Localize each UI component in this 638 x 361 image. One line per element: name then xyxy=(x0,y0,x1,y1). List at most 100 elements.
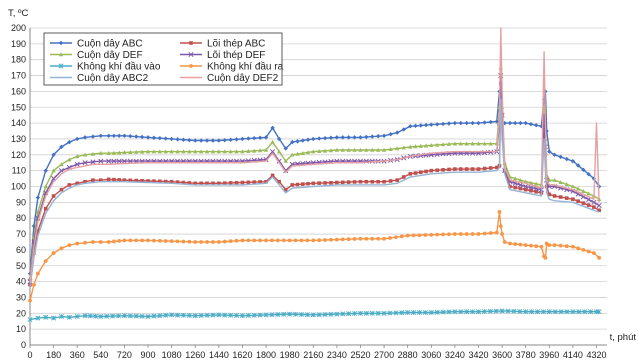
data-point xyxy=(187,239,192,244)
data-point xyxy=(399,234,404,239)
data-point xyxy=(447,232,451,237)
data-point xyxy=(181,149,186,154)
data-point xyxy=(157,149,163,154)
data-point xyxy=(591,199,597,205)
data-point xyxy=(252,180,257,184)
data-point xyxy=(507,120,513,126)
y-tick-label: 80 xyxy=(16,213,26,223)
data-point xyxy=(228,137,233,142)
data-point xyxy=(240,180,245,185)
x-tick-label: 0 xyxy=(27,350,32,360)
data-point xyxy=(495,165,499,170)
x-tick-label: 4140 xyxy=(563,350,583,360)
x-tick-label: 180 xyxy=(46,350,61,360)
data-point xyxy=(275,238,280,243)
data-point xyxy=(152,179,156,183)
data-point xyxy=(210,149,216,154)
data-point xyxy=(329,237,333,242)
data-point xyxy=(204,138,210,143)
data-point xyxy=(340,311,346,317)
data-point xyxy=(111,158,117,164)
data-point xyxy=(122,178,127,182)
data-point xyxy=(493,308,499,314)
data-point xyxy=(277,179,281,184)
y-tick-label: 10 xyxy=(16,324,26,334)
data-point xyxy=(388,179,393,183)
data-point xyxy=(198,149,204,154)
data-point xyxy=(340,180,345,185)
data-point xyxy=(423,143,429,148)
data-point xyxy=(429,168,434,173)
data-point xyxy=(513,185,518,190)
data-point xyxy=(257,135,263,140)
data-point xyxy=(32,251,36,255)
data-point xyxy=(500,232,504,236)
data-point xyxy=(576,246,581,251)
data-point xyxy=(513,176,518,181)
data-point xyxy=(87,313,93,319)
data-point xyxy=(139,149,145,154)
data-point xyxy=(104,313,110,319)
data-point xyxy=(411,309,417,316)
data-point xyxy=(529,243,533,248)
y-tick-label: 70 xyxy=(16,229,26,239)
data-point xyxy=(128,150,133,154)
y-tick-label: 160 xyxy=(11,86,26,96)
series-line xyxy=(29,27,600,284)
data-point xyxy=(90,159,96,165)
data-point xyxy=(163,136,168,141)
x-axis-label: t, phút xyxy=(610,332,637,343)
data-point xyxy=(408,172,413,176)
data-point xyxy=(163,179,168,184)
data-point xyxy=(175,149,180,154)
data-point xyxy=(240,238,245,243)
data-point xyxy=(364,147,369,152)
data-point xyxy=(476,232,481,236)
x-tick-label: 3780 xyxy=(516,350,536,360)
data-point xyxy=(464,167,469,171)
data-point xyxy=(328,135,334,140)
data-point xyxy=(146,238,150,243)
data-point xyxy=(134,178,139,183)
data-point xyxy=(497,209,502,214)
data-point xyxy=(393,235,398,240)
data-point xyxy=(90,134,96,139)
y-tick-label: 170 xyxy=(11,71,26,81)
data-point xyxy=(59,162,64,167)
data-point xyxy=(122,133,127,138)
data-point xyxy=(334,147,340,152)
data-point xyxy=(222,239,227,244)
data-point xyxy=(441,232,445,237)
data-point xyxy=(523,120,528,126)
data-point xyxy=(134,134,139,139)
data-point xyxy=(258,238,263,243)
data-point xyxy=(31,223,37,229)
data-point xyxy=(134,149,139,154)
x-tick-label: 720 xyxy=(117,350,132,360)
x-tick-label: 360 xyxy=(70,350,85,360)
data-point xyxy=(216,138,222,143)
data-point xyxy=(252,135,257,141)
data-point xyxy=(364,134,369,140)
data-point xyxy=(533,123,539,128)
data-point xyxy=(180,312,186,318)
legend-marker xyxy=(188,51,194,58)
y-tick-label: 20 xyxy=(16,308,26,318)
data-point xyxy=(323,181,327,185)
data-point xyxy=(369,310,375,316)
legend-box xyxy=(43,32,283,86)
data-point xyxy=(488,231,493,235)
data-point xyxy=(523,309,529,315)
data-point xyxy=(434,309,440,315)
data-point xyxy=(163,239,168,243)
data-point xyxy=(181,137,186,142)
data-point xyxy=(482,120,487,125)
data-point xyxy=(317,238,322,243)
data-point xyxy=(586,172,591,177)
x-tick-label: 1440 xyxy=(209,350,229,360)
data-point xyxy=(334,237,339,242)
y-tick-label: 180 xyxy=(11,55,26,65)
data-point xyxy=(358,179,363,184)
data-point xyxy=(35,271,40,276)
data-point xyxy=(281,238,286,243)
